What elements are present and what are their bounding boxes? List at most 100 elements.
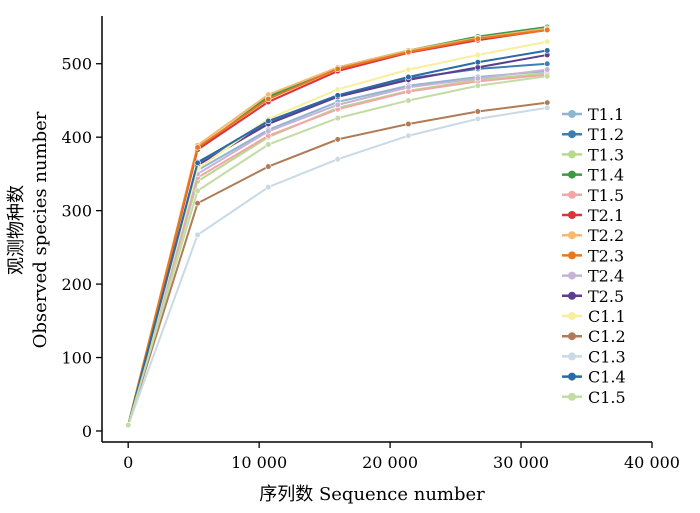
legend-swatch-marker <box>568 190 576 199</box>
legend-item: C1.3 <box>562 347 626 366</box>
legend-swatch-marker <box>568 130 576 139</box>
legend-label: C1.3 <box>588 347 626 366</box>
x-tick-label: 10 000 <box>231 453 287 472</box>
legend-label: C1.5 <box>588 388 626 407</box>
legend-swatch-marker <box>568 312 576 320</box>
data-point <box>405 97 412 104</box>
y-tick-label: 300 <box>61 202 92 221</box>
data-point <box>265 184 272 191</box>
series-T2-3 <box>125 26 551 429</box>
legend-label: T2.2 <box>588 226 624 245</box>
legend-label: T2.3 <box>588 246 624 265</box>
data-point <box>334 92 341 99</box>
data-point <box>474 64 481 71</box>
data-point <box>265 141 272 148</box>
data-point <box>194 231 201 238</box>
y-axis-title-group: 观测物种数 Observed species number <box>6 111 51 348</box>
data-point <box>544 38 551 45</box>
legend-item: T2.1 <box>562 206 624 225</box>
x-tick-label: 0 <box>123 453 133 472</box>
data-point <box>544 99 551 106</box>
data-point <box>265 163 272 170</box>
legend-item: C1.5 <box>562 388 626 407</box>
data-point <box>544 104 551 111</box>
y-tick-label: 500 <box>61 55 92 74</box>
legend-item: T1.3 <box>562 145 624 164</box>
legend-swatch-marker <box>568 271 576 280</box>
data-point <box>405 120 412 128</box>
data-point <box>265 128 272 135</box>
y-tick-label: 100 <box>61 349 92 368</box>
y-tick-label: 400 <box>61 128 92 147</box>
data-point <box>544 26 551 34</box>
y-ticks: 0 100 200 300 400 500 <box>61 55 102 441</box>
data-point <box>474 75 481 82</box>
legend-label: T1.4 <box>588 166 624 185</box>
legend-swatch-marker <box>568 211 576 219</box>
x-tick-label: 30 000 <box>493 453 549 472</box>
series-line <box>127 72 548 426</box>
series-T1-1 <box>125 67 551 429</box>
data-point <box>194 144 201 151</box>
legend-swatch-marker <box>568 392 576 401</box>
data-point <box>334 136 341 143</box>
series-C1-4 <box>125 47 551 429</box>
data-point <box>405 66 412 73</box>
legend-item: T1.4 <box>562 166 624 185</box>
legend-label: T1.3 <box>588 145 624 164</box>
legend: T1.1T1.2T1.3 T1.4T1.5T2.1T2.2T2.3 T2.4T2.5… <box>562 105 626 407</box>
legend-swatch-marker <box>568 372 576 381</box>
series-C1-5 <box>125 73 551 429</box>
y-axis-title-en: Observed species number <box>30 111 51 348</box>
legend-item: C1.2 <box>562 327 626 346</box>
series-line <box>127 70 548 426</box>
data-point <box>265 95 272 103</box>
y-tick-label: 0 <box>82 422 92 441</box>
data-point <box>474 59 481 66</box>
legend-item: T1.1 <box>562 105 624 124</box>
legend-swatch-marker <box>568 170 576 179</box>
legend-label: T2.1 <box>588 206 624 225</box>
y-axis-title-cn: 观测物种数 <box>6 185 27 275</box>
series-C1-2 <box>125 99 551 429</box>
series-line <box>127 68 548 426</box>
data-point <box>334 114 341 122</box>
legend-swatch-marker <box>568 231 576 240</box>
legend-swatch-marker <box>568 150 576 159</box>
legend-label: T1.2 <box>588 125 624 144</box>
legend-label: C1.2 <box>588 327 626 346</box>
legend-swatch-marker <box>568 291 576 300</box>
data-point <box>405 132 412 139</box>
legend-label: C1.4 <box>588 368 626 387</box>
data-point <box>334 65 341 72</box>
series-T2-4 <box>125 66 551 429</box>
data-point <box>265 117 272 125</box>
data-point <box>334 86 341 93</box>
axes <box>101 16 652 443</box>
legend-label: T2.4 <box>588 267 624 286</box>
legend-item: T2.2 <box>562 226 624 245</box>
data-point <box>194 187 201 194</box>
data-point <box>194 200 201 207</box>
legend-label: T1.5 <box>588 186 624 205</box>
legend-swatch-marker <box>568 332 576 341</box>
data-point <box>474 35 481 42</box>
data-point <box>474 51 481 59</box>
data-point <box>544 60 551 67</box>
legend-item: T2.3 <box>562 246 624 265</box>
series-T1-5 <box>125 71 551 429</box>
legend-item: C1.1 <box>562 307 626 326</box>
data-point <box>334 156 341 163</box>
legend-item: T2.4 <box>562 267 624 286</box>
legend-item: T2.5 <box>562 287 624 306</box>
y-tick-label: 200 <box>61 275 92 294</box>
series-C1-3 <box>125 104 551 429</box>
series-layer <box>125 23 551 429</box>
legend-item: C1.4 <box>562 368 626 387</box>
legend-label: T1.1 <box>588 105 624 124</box>
data-point <box>405 48 412 56</box>
data-point <box>544 66 551 73</box>
x-axis-title: 序列数 Sequence number <box>259 484 485 505</box>
legend-label: T2.5 <box>588 287 624 306</box>
series-line <box>127 101 548 426</box>
